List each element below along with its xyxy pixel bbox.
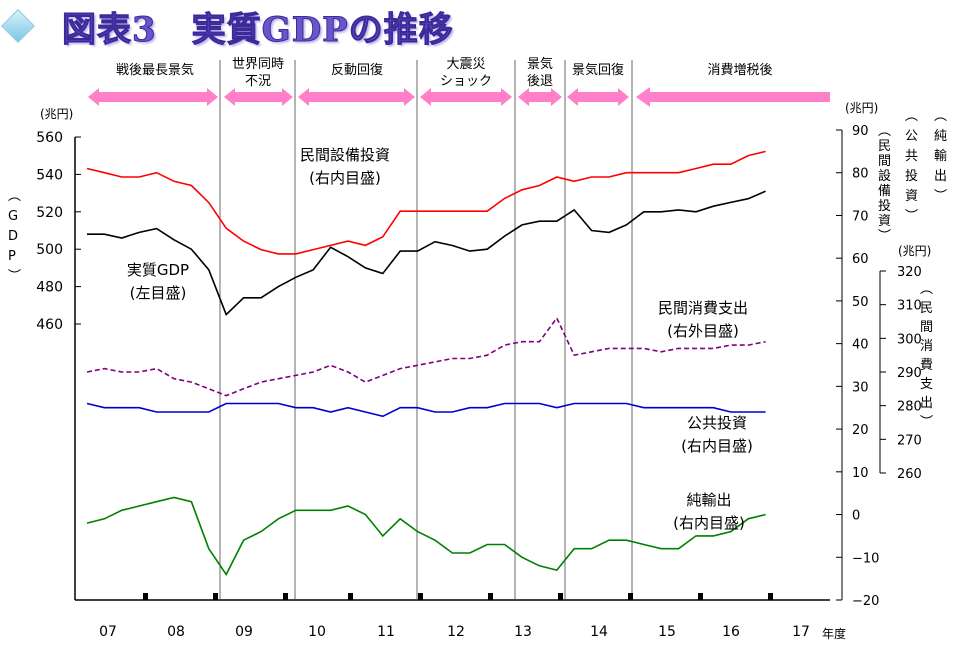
right-inner-tick-label: 80 xyxy=(852,167,869,182)
right-inner-tick-label: −10 xyxy=(852,551,879,566)
left-tick-label: 540 xyxy=(36,167,63,183)
x-unit-label: 年度 xyxy=(822,626,846,641)
x-tick-label: 09 xyxy=(235,624,253,640)
x-tick-label: 14 xyxy=(590,624,608,640)
left-tick-label: 460 xyxy=(36,317,63,333)
right-outer-tick-label: 300 xyxy=(897,332,922,347)
period-label: 戦後最長景気 xyxy=(116,62,194,78)
period-label-line2: ショック xyxy=(440,74,492,89)
right-outer-tick-label: 270 xyxy=(897,433,922,448)
x-tick-marker xyxy=(418,593,423,600)
x-tick-marker xyxy=(768,593,773,600)
period-label-line2: 不況 xyxy=(245,74,271,89)
netexports-annotation: 純輸出 xyxy=(686,491,731,509)
right-inner-tick-label: 50 xyxy=(852,295,869,310)
right-outer-tick-label: 280 xyxy=(897,400,922,415)
chart-title: 図表3 実質GDPの推移 xyxy=(62,10,454,51)
right-inner-tick-label: 90 xyxy=(852,124,869,139)
consumption-annotation: 民間消費支出 xyxy=(658,299,748,317)
right2-unit-label: (兆円) xyxy=(898,244,931,258)
left-tick-label: 520 xyxy=(36,205,63,221)
right-axis-title-public: ︵公共投資︶ xyxy=(905,109,918,224)
period-label: 景気 xyxy=(527,56,553,72)
gdp-line xyxy=(87,190,766,317)
period-label: 大震災 xyxy=(446,57,485,72)
x-tick-label: 17 xyxy=(792,624,810,640)
right-inner-tick-label: 0 xyxy=(852,509,860,524)
x-tick-marker xyxy=(698,593,703,600)
x-tick-label: 12 xyxy=(447,624,465,640)
right-inner-tick-label: 10 xyxy=(852,466,869,481)
netexports-annotation-sub: (右内目盛) xyxy=(673,514,745,532)
capex-line xyxy=(86,150,766,255)
x-tick-marker xyxy=(143,593,148,600)
period-label: 反動回復 xyxy=(331,62,383,78)
period-arrow xyxy=(298,88,415,106)
x-tick-label: 08 xyxy=(167,624,185,640)
x-tick-label: 11 xyxy=(377,624,395,640)
right-unit-label: (兆円) xyxy=(845,101,878,115)
right-inner-tick-label: 70 xyxy=(852,209,869,224)
public-annotation: 公共投資 xyxy=(687,414,747,432)
capex-annotation-sub: (右内目盛) xyxy=(309,169,381,187)
capex-annotation: 民間設備投資 xyxy=(300,146,390,164)
right-outer-tick-label: 310 xyxy=(897,299,922,314)
period-label: 消費増税後 xyxy=(707,63,772,78)
x-tick-marker xyxy=(213,593,218,600)
gdp-annotation: 実質GDP xyxy=(127,261,189,279)
x-tick-marker xyxy=(283,593,288,600)
period-label: 世界同時 xyxy=(232,57,284,72)
right-inner-tick-label: 60 xyxy=(852,252,869,267)
x-tick-marker xyxy=(488,593,493,600)
period-arrow xyxy=(224,88,293,106)
left-axis-title: ︵ G D P ︶ xyxy=(8,189,21,284)
net-exports-line xyxy=(86,496,766,576)
left-tick-label: 560 xyxy=(36,130,63,146)
period-arrow xyxy=(567,88,629,106)
right-outer-tick-label: 290 xyxy=(897,366,922,381)
left-tick-label: 500 xyxy=(36,242,63,258)
left-unit-label: (兆円) xyxy=(40,107,73,121)
period-arrow xyxy=(420,88,512,106)
period-label: 景気回復 xyxy=(572,62,624,78)
x-tick-label: 07 xyxy=(99,624,117,640)
x-tick-marker xyxy=(348,593,353,600)
right-outer-tick-label: 260 xyxy=(897,467,922,482)
right-axis-title-netexports: ︵純輸出︶ xyxy=(934,109,947,204)
x-tick-label: 10 xyxy=(308,624,326,640)
public-annotation-sub: (右内目盛) xyxy=(681,437,753,455)
x-tick-marker xyxy=(628,593,633,600)
right-inner-tick-label: 30 xyxy=(852,380,869,395)
right-axis-title-capex: ︵民間設備投資︶ xyxy=(878,124,891,244)
x-tick-label: 16 xyxy=(722,624,740,640)
public-investment-line xyxy=(86,402,766,418)
x-tick-label: 13 xyxy=(514,624,532,640)
consumption-line xyxy=(86,316,766,397)
x-tick-label: 15 xyxy=(658,624,676,640)
x-tick-marker xyxy=(558,593,563,600)
consumption-annotation-sub: (右外目盛) xyxy=(667,322,739,340)
period-arrow xyxy=(88,88,218,106)
right-inner-tick-label: 40 xyxy=(852,338,869,353)
period-label-line2: 後退 xyxy=(527,74,553,89)
period-arrow-open xyxy=(636,87,830,107)
left-tick-label: 480 xyxy=(36,280,63,296)
right-inner-tick-label: −20 xyxy=(852,594,879,609)
right-inner-tick-label: 20 xyxy=(852,423,869,438)
gdp-annotation-sub: (左目盛) xyxy=(130,284,187,302)
period-arrow xyxy=(518,88,562,106)
right-axis-title-consumption: ︵民間消費支出︶ xyxy=(920,282,933,430)
right-outer-tick-label: 320 xyxy=(897,265,922,280)
